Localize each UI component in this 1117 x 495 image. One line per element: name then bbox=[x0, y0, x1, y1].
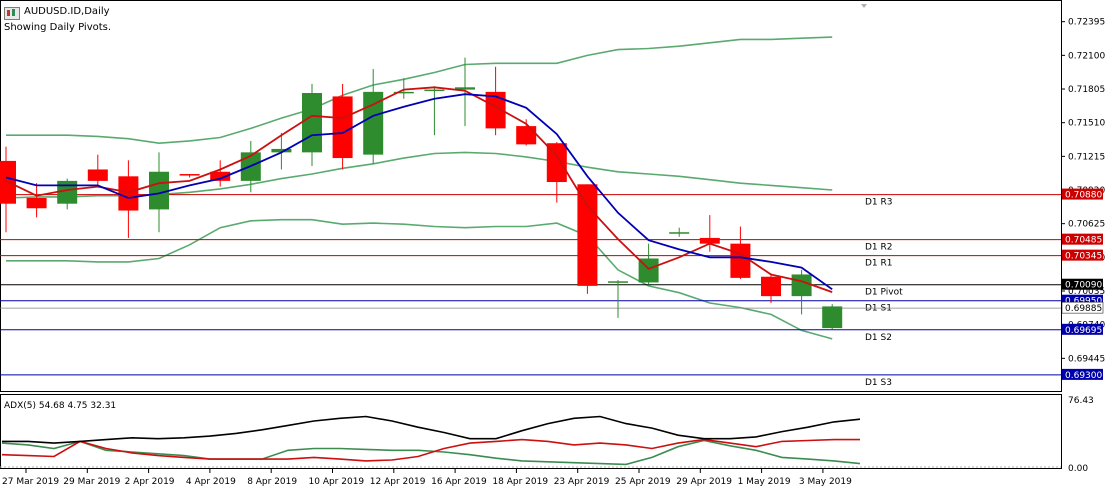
pivot-label-d1-r3: D1 R3 bbox=[865, 198, 893, 208]
candle-body bbox=[179, 174, 200, 176]
pivot-price-tag-label: 0.69950 bbox=[1065, 297, 1102, 307]
pivot-price-tag-label: 0.70345 bbox=[1065, 252, 1102, 262]
candle-body bbox=[393, 91, 414, 94]
pivot-subtitle: Showing Daily Pivots. bbox=[4, 22, 112, 33]
price-axis-label: 0.70625 bbox=[1068, 220, 1105, 230]
candle-body bbox=[577, 184, 598, 286]
chart-window-icon bbox=[4, 7, 20, 20]
pivot-label-d1-s2: D1 S2 bbox=[865, 333, 892, 343]
pivot-price-tag-label: 0.70880 bbox=[1065, 191, 1102, 201]
date-axis-label: 12 Apr 2019 bbox=[370, 477, 426, 487]
pivot-price-tag bbox=[1062, 368, 1103, 380]
date-axis-label: 3 May 2019 bbox=[799, 477, 852, 487]
pivot-label-d1-r2: D1 R2 bbox=[865, 243, 893, 253]
candle-body bbox=[149, 171, 169, 210]
candle-body bbox=[822, 306, 843, 329]
pivot-label-d1-s3: D1 S3 bbox=[865, 378, 892, 388]
date-axis-label: 29 Mar 2019 bbox=[63, 477, 120, 487]
adx-axis-label: 76.43 bbox=[1068, 396, 1094, 406]
pivot-price-tag bbox=[1062, 294, 1103, 306]
date-axis-label: 16 Apr 2019 bbox=[431, 477, 487, 487]
candle-body bbox=[699, 237, 720, 244]
pivot-price-tag bbox=[1062, 278, 1103, 290]
bollinger-upper-line bbox=[6, 36, 833, 145]
date-axis-label: 23 Apr 2019 bbox=[554, 477, 610, 487]
candle-body bbox=[118, 176, 139, 211]
price-axis-label: 0.71215 bbox=[1068, 152, 1105, 162]
candle-body bbox=[516, 126, 537, 145]
candle-body bbox=[271, 148, 292, 153]
adx-minus-di-line bbox=[1, 439, 861, 466]
date-axis-label: 27 Mar 2019 bbox=[2, 477, 59, 487]
pivot-price-tag-label: 0.69300 bbox=[1065, 371, 1102, 381]
current-price-tag bbox=[1061, 301, 1104, 314]
pivot-price-tag-label: 0.70485 bbox=[1065, 236, 1102, 246]
shift-marker-icon bbox=[861, 4, 867, 8]
candle-body bbox=[332, 96, 353, 159]
adx-indicator-label: ADX(5) 54.68 4.75 32.31 bbox=[4, 401, 116, 411]
moving-average-red-line bbox=[5, 86, 833, 293]
candle-body bbox=[546, 143, 567, 183]
candle-body bbox=[424, 89, 445, 92]
candle-body bbox=[210, 171, 231, 181]
candle-body bbox=[608, 281, 628, 283]
candle-body bbox=[87, 169, 108, 181]
price-axis-label: 0.71805 bbox=[1068, 85, 1105, 95]
pivot-price-tag-label: 0.70090 bbox=[1065, 281, 1102, 291]
adx-main-line bbox=[2, 415, 861, 444]
date-axis-label: 4 Apr 2019 bbox=[186, 477, 236, 487]
pivot-label-d1-pivot: D1 Pivot bbox=[865, 288, 903, 298]
pivot-price-tag bbox=[1062, 233, 1103, 245]
pivot-price-tag bbox=[1062, 323, 1103, 335]
pivot-label-d1-r1: D1 R1 bbox=[865, 259, 893, 269]
pivot-price-tag bbox=[1062, 188, 1103, 200]
candle-body bbox=[791, 274, 812, 297]
chart-symbol-title: AUDUSD.ID,Daily bbox=[24, 6, 110, 17]
date-axis-label: 29 Apr 2019 bbox=[676, 477, 732, 487]
price-axis-label: 0.72100 bbox=[1068, 51, 1105, 61]
pivot-price-tag bbox=[1062, 249, 1103, 261]
candle-body bbox=[669, 232, 690, 234]
price-axis-label: 0.70035 bbox=[1068, 287, 1105, 297]
candle-body bbox=[57, 180, 78, 204]
adx-pane-frame bbox=[0, 394, 1062, 469]
bollinger-lower-line bbox=[6, 218, 833, 340]
candle-body bbox=[26, 198, 47, 209]
candle-body bbox=[485, 91, 506, 129]
price-axis-label: 0.72395 bbox=[1068, 18, 1105, 28]
date-axis-label: 18 Apr 2019 bbox=[492, 477, 548, 487]
adx-axis-label: 0.00 bbox=[1068, 464, 1088, 474]
candle-body bbox=[455, 87, 475, 90]
price-axis-label: 0.71510 bbox=[1068, 119, 1105, 129]
price-axis-label: 0.69445 bbox=[1068, 354, 1105, 364]
pivot-price-tag-label: 0.69695 bbox=[1065, 326, 1102, 336]
date-axis-label: 25 Apr 2019 bbox=[615, 477, 671, 487]
moving-average-blue-line bbox=[5, 93, 833, 291]
date-axis-label: 1 May 2019 bbox=[738, 477, 791, 487]
pivot-label-d1-s1: D1 S1 bbox=[865, 304, 892, 314]
date-axis-label: 10 Apr 2019 bbox=[309, 477, 365, 487]
date-axis-label: 2 Apr 2019 bbox=[125, 477, 175, 487]
candle-body bbox=[302, 93, 322, 153]
date-axis-label: 8 Apr 2019 bbox=[247, 477, 297, 487]
adx-plus-di-line bbox=[1, 438, 860, 462]
current-price-tag-label: 0.69885 bbox=[1065, 304, 1102, 314]
candle-body bbox=[761, 276, 781, 297]
candle-body bbox=[730, 243, 751, 278]
